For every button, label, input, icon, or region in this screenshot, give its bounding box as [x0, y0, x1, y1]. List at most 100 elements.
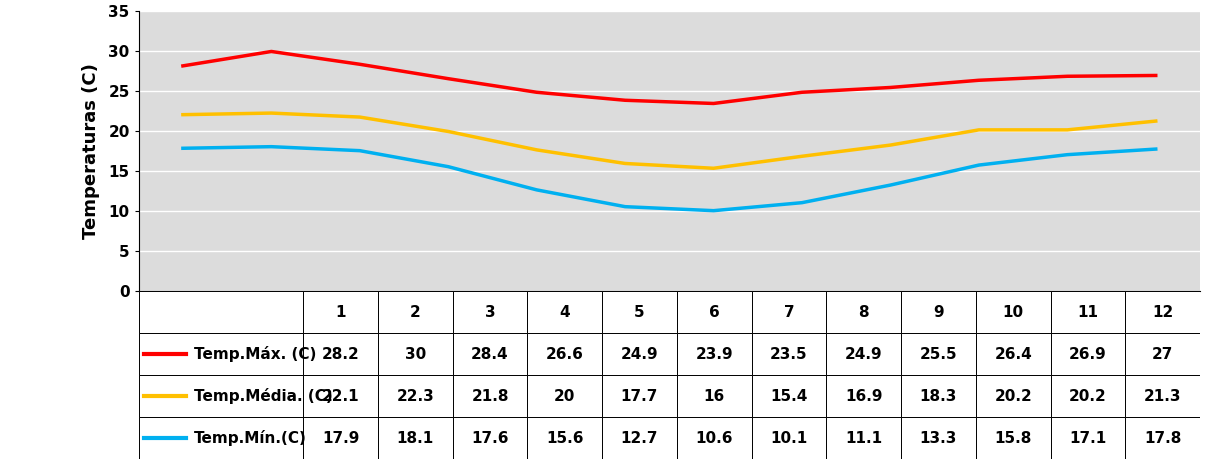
Bar — [976, 291, 1050, 333]
Bar — [452, 417, 527, 459]
Bar — [452, 375, 527, 417]
Text: 17.6: 17.6 — [472, 431, 509, 446]
Bar — [377, 375, 452, 417]
Text: 8: 8 — [859, 305, 870, 320]
Bar — [976, 375, 1050, 417]
Text: 24.9: 24.9 — [621, 347, 658, 362]
Text: 22.1: 22.1 — [322, 389, 359, 403]
Text: 15.4: 15.4 — [771, 389, 808, 403]
Text: 20.2: 20.2 — [1069, 389, 1107, 403]
Bar — [1050, 375, 1125, 417]
Text: 10: 10 — [1002, 305, 1024, 320]
Bar — [826, 291, 901, 333]
Text: 18.1: 18.1 — [397, 431, 434, 446]
Text: 11: 11 — [1077, 305, 1099, 320]
Text: 2: 2 — [410, 305, 421, 320]
Bar — [1050, 417, 1125, 459]
Text: 28.4: 28.4 — [472, 347, 509, 362]
Text: 26.6: 26.6 — [546, 347, 584, 362]
Text: 25.5: 25.5 — [920, 347, 958, 362]
Text: 30: 30 — [405, 347, 426, 362]
Text: 12.7: 12.7 — [621, 431, 658, 446]
Text: 7: 7 — [784, 305, 795, 320]
Bar — [751, 375, 826, 417]
Text: 3: 3 — [485, 305, 496, 320]
Text: 27: 27 — [1152, 347, 1173, 362]
Text: 16.9: 16.9 — [845, 389, 883, 403]
Bar — [303, 333, 377, 375]
Bar — [901, 375, 976, 417]
Bar — [139, 333, 303, 375]
Bar — [677, 417, 751, 459]
Y-axis label: Temperaturas (C): Temperaturas (C) — [82, 63, 100, 240]
Text: 17.7: 17.7 — [621, 389, 658, 403]
Text: 26.9: 26.9 — [1069, 347, 1107, 362]
Bar — [527, 375, 602, 417]
Bar — [1050, 291, 1125, 333]
Bar — [1125, 375, 1200, 417]
Bar — [901, 291, 976, 333]
Bar — [1125, 291, 1200, 333]
Bar — [303, 375, 377, 417]
Text: 13.3: 13.3 — [920, 431, 958, 446]
Text: 20.2: 20.2 — [994, 389, 1032, 403]
Bar — [602, 375, 677, 417]
Bar — [527, 291, 602, 333]
Text: 18.3: 18.3 — [920, 389, 958, 403]
Bar — [751, 333, 826, 375]
Bar — [527, 417, 602, 459]
Bar — [751, 291, 826, 333]
Text: Temp.Máx. (C): Temp.Máx. (C) — [194, 346, 316, 362]
Bar — [1050, 333, 1125, 375]
Bar — [139, 417, 303, 459]
Text: 15.8: 15.8 — [995, 431, 1032, 446]
Text: 20: 20 — [554, 389, 575, 403]
Text: 28.2: 28.2 — [322, 347, 359, 362]
Text: Temp.Média. (C): Temp.Média. (C) — [194, 388, 333, 404]
Bar — [452, 333, 527, 375]
Bar — [303, 417, 377, 459]
Bar — [139, 291, 303, 333]
Bar — [677, 333, 751, 375]
Text: 26.4: 26.4 — [994, 347, 1032, 362]
Bar — [976, 417, 1050, 459]
Bar — [452, 291, 527, 333]
Text: 21.3: 21.3 — [1143, 389, 1182, 403]
Text: 5: 5 — [634, 305, 645, 320]
Text: 11.1: 11.1 — [845, 431, 883, 446]
Text: Temp.Mín.(C): Temp.Mín.(C) — [194, 430, 306, 446]
Bar — [677, 375, 751, 417]
Text: 6: 6 — [709, 305, 720, 320]
Bar — [826, 333, 901, 375]
Bar — [139, 375, 303, 417]
Bar — [826, 417, 901, 459]
Text: 10.6: 10.6 — [696, 431, 733, 446]
Text: 1: 1 — [335, 305, 346, 320]
Text: 17.1: 17.1 — [1070, 431, 1106, 446]
Bar — [602, 417, 677, 459]
Text: 22.3: 22.3 — [397, 389, 434, 403]
Text: 9: 9 — [933, 305, 944, 320]
Bar — [602, 291, 677, 333]
Bar — [751, 417, 826, 459]
Bar — [377, 417, 452, 459]
Text: 4: 4 — [560, 305, 570, 320]
Bar — [602, 333, 677, 375]
Text: 12: 12 — [1152, 305, 1173, 320]
Text: 15.6: 15.6 — [546, 431, 584, 446]
Text: 24.9: 24.9 — [845, 347, 883, 362]
Text: 17.8: 17.8 — [1144, 431, 1182, 446]
Text: 23.9: 23.9 — [696, 347, 733, 362]
Bar — [377, 333, 452, 375]
Text: 16: 16 — [703, 389, 725, 403]
Bar — [901, 333, 976, 375]
Text: 17.9: 17.9 — [322, 431, 359, 446]
Text: 21.8: 21.8 — [472, 389, 509, 403]
Bar — [377, 291, 452, 333]
Bar — [1125, 417, 1200, 459]
Bar — [303, 291, 377, 333]
Bar — [677, 291, 751, 333]
Bar — [976, 333, 1050, 375]
Bar — [1125, 333, 1200, 375]
Text: 10.1: 10.1 — [771, 431, 808, 446]
